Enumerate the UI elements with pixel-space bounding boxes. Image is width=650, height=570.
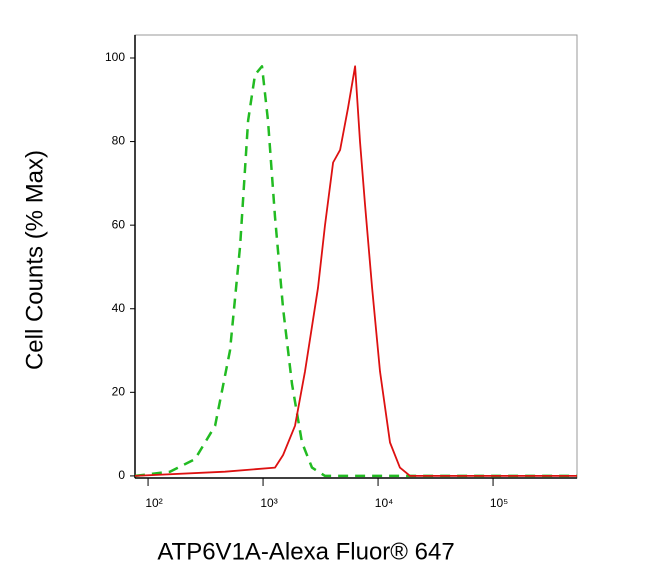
x-tick-label: 10⁵ bbox=[490, 496, 508, 510]
y-tick-label: 80 bbox=[112, 134, 126, 148]
y-tick-label: 0 bbox=[118, 468, 125, 482]
x-tick-label: 10⁴ bbox=[375, 496, 394, 510]
y-tick-label: 100 bbox=[105, 50, 125, 64]
y-axis-label: Cell Counts (% Max) bbox=[21, 150, 48, 370]
plot-frame bbox=[134, 34, 578, 479]
x-axis-label: ATP6V1A-Alexa Fluor® 647 bbox=[157, 538, 454, 565]
x-tick-label: 10² bbox=[145, 496, 162, 510]
y-tick-label: 40 bbox=[112, 301, 126, 315]
y-tick-label: 60 bbox=[112, 217, 126, 231]
series-line bbox=[134, 65, 577, 478]
x-tick-label: 10³ bbox=[260, 496, 277, 510]
series-line bbox=[134, 65, 577, 477]
y-tick-label: 20 bbox=[112, 384, 126, 398]
